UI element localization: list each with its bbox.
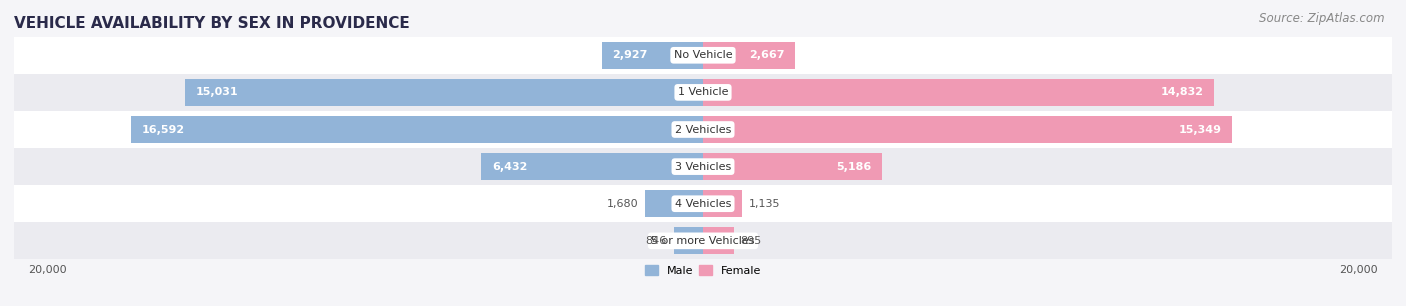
Text: 895: 895 — [741, 236, 762, 246]
Text: 846: 846 — [645, 236, 666, 246]
Text: 2,667: 2,667 — [749, 50, 785, 60]
Text: 1,680: 1,680 — [606, 199, 638, 209]
Bar — [14, 37, 1392, 74]
Text: No Vehicle: No Vehicle — [673, 50, 733, 60]
Bar — [602, 42, 703, 69]
Text: VEHICLE AVAILABILITY BY SEX IN PROVIDENCE: VEHICLE AVAILABILITY BY SEX IN PROVIDENC… — [14, 17, 409, 32]
Text: 15,349: 15,349 — [1178, 125, 1222, 135]
Text: 1,135: 1,135 — [749, 199, 780, 209]
Text: 4 Vehicles: 4 Vehicles — [675, 199, 731, 209]
Text: 2 Vehicles: 2 Vehicles — [675, 125, 731, 135]
Bar — [14, 185, 1392, 222]
Bar — [14, 74, 1392, 111]
Text: 5,186: 5,186 — [837, 162, 872, 172]
Bar — [703, 42, 794, 69]
Text: 2,927: 2,927 — [613, 50, 648, 60]
Text: 20,000: 20,000 — [1340, 264, 1378, 274]
Bar — [186, 79, 703, 106]
Text: 3 Vehicles: 3 Vehicles — [675, 162, 731, 172]
Bar — [703, 79, 1213, 106]
Bar — [703, 190, 742, 217]
Text: 20,000: 20,000 — [28, 264, 66, 274]
Bar — [481, 153, 703, 180]
Text: 5 or more Vehicles: 5 or more Vehicles — [651, 236, 755, 246]
Bar — [131, 116, 703, 143]
Bar — [703, 227, 734, 254]
Bar — [14, 111, 1392, 148]
Bar — [703, 153, 882, 180]
Bar — [14, 148, 1392, 185]
Text: 15,031: 15,031 — [195, 88, 238, 97]
Text: Source: ZipAtlas.com: Source: ZipAtlas.com — [1260, 12, 1385, 25]
Legend: Male, Female: Male, Female — [644, 265, 762, 276]
Bar — [14, 222, 1392, 259]
Bar — [703, 116, 1232, 143]
Text: 1 Vehicle: 1 Vehicle — [678, 88, 728, 97]
Text: 14,832: 14,832 — [1160, 88, 1204, 97]
Text: 16,592: 16,592 — [142, 125, 186, 135]
Text: 6,432: 6,432 — [492, 162, 527, 172]
Bar — [673, 227, 703, 254]
Bar — [645, 190, 703, 217]
